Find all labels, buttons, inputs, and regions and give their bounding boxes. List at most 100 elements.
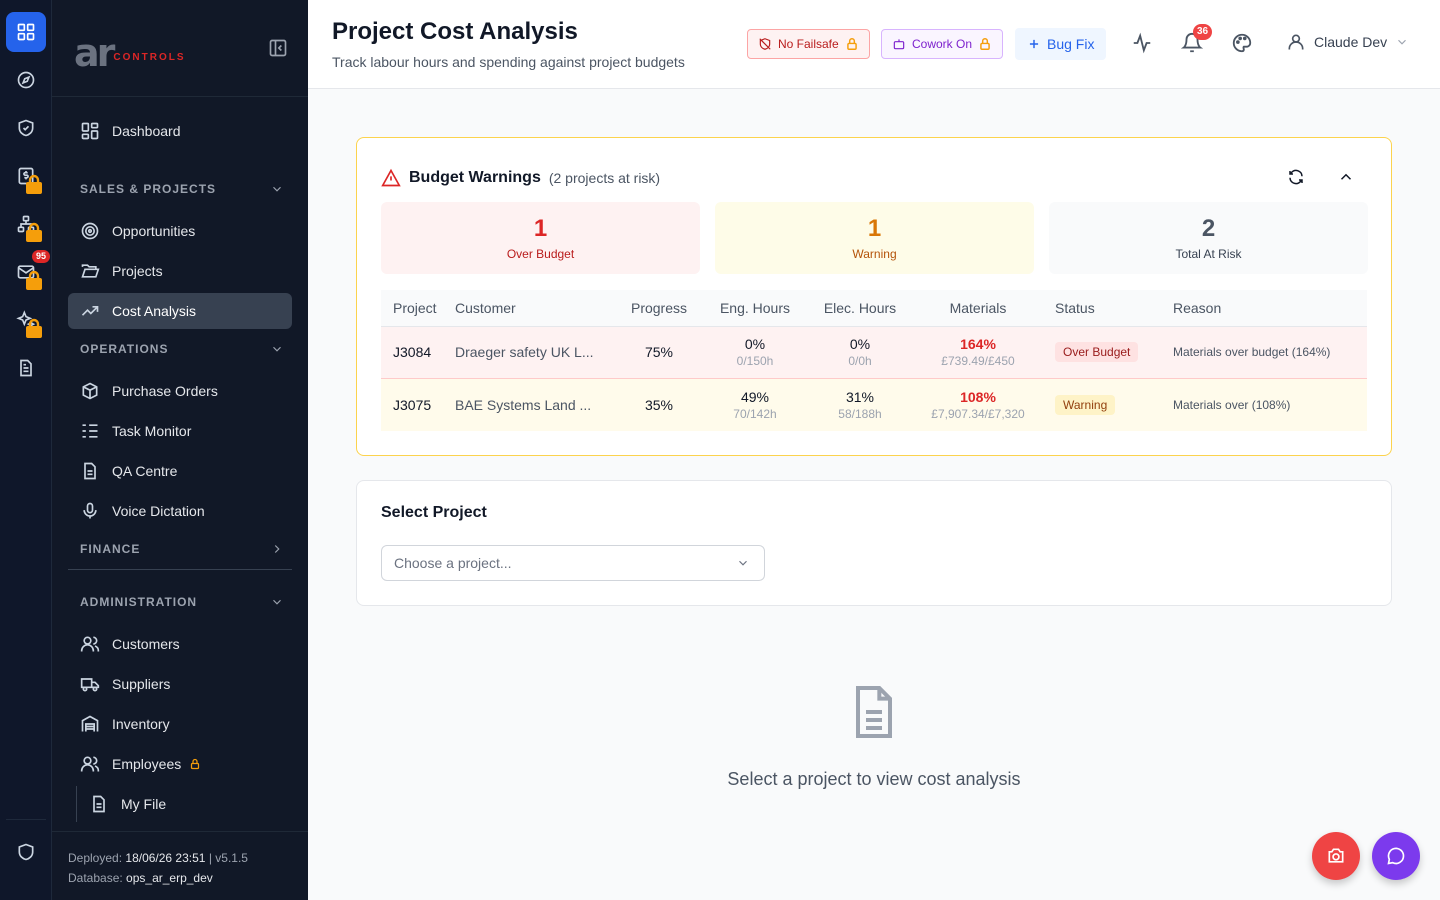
logo-letters: ar [74,31,115,75]
section-sales-projects[interactable]: SALES & PROJECTS [68,175,292,203]
stat-label: Total At Risk [1175,247,1242,261]
alert-triangle-icon [381,168,401,187]
sidebar-item-opportunities[interactable]: Opportunities [68,213,292,249]
select-project-card: Select Project Choose a project... [356,480,1392,606]
cell-eng-hours: 49% 70/142h [703,378,807,431]
sidebar-item-projects[interactable]: Projects [68,253,292,289]
budget-warnings-card: Budget Warnings (2 projects at risk) 1 O… [356,137,1392,456]
mail-icon[interactable]: 95 [6,250,50,292]
sidebar-item-voice-dictation[interactable]: Voice Dictation [68,493,292,529]
chevron-up-icon[interactable] [1337,168,1361,192]
cell-customer: Draeger safety UK L... [455,344,594,360]
project-select[interactable]: Choose a project... [381,545,765,581]
dollar-doc-icon[interactable] [6,156,46,196]
document-icon[interactable] [6,348,46,388]
shield-check-icon[interactable] [6,108,46,148]
activity-icon[interactable] [1131,32,1155,56]
section-administration[interactable]: ADMINISTRATION [68,588,292,616]
sidebar-item-inventory[interactable]: Inventory [68,706,292,742]
sidebar-item-cost-analysis[interactable]: Cost Analysis [68,293,292,329]
mat-pct: 108% [960,388,996,405]
notification-badge: 36 [1193,24,1213,40]
list-checks-icon [80,421,100,441]
cowork-label: Cowork On [912,37,973,51]
user-name: Claude Dev [1314,34,1388,50]
elec-sub: 0/0h [848,354,872,368]
table-header-row: Project Customer Progress Eng. Hours Ele… [381,290,1367,327]
sidebar-item-task-monitor[interactable]: Task Monitor [68,413,292,449]
sidebar-item-customers[interactable]: Customers [68,626,292,662]
message-circle-icon [1387,847,1405,865]
file-text-icon [856,686,892,738]
elec-sub: 58/188h [838,406,882,421]
sidebar-item-label: Projects [112,263,163,279]
microphone-icon [80,501,100,521]
grid-icon[interactable] [6,12,46,52]
budget-warnings-header: Budget Warnings (2 projects at risk) [381,168,660,188]
section-label: OPERATIONS [80,342,169,356]
status-badge: Over Budget [1055,342,1139,362]
sidebar-item-label: Task Monitor [112,423,192,439]
sidebar-item-label: Employees [112,756,182,772]
sidebar-item-suppliers[interactable]: Suppliers [68,666,292,702]
logo-subtext: CONTROLS [113,52,186,63]
col-project: Project [381,290,455,327]
no-failsafe-button[interactable]: No Failsafe [747,29,870,59]
folder-open-icon [80,261,100,281]
compass-icon[interactable] [6,60,46,100]
cowork-toggle[interactable]: Cowork On [881,29,1004,59]
chevron-right-icon [274,545,280,553]
sparkles-icon[interactable] [6,300,46,340]
deploy-info: Deployed: 18/06/26 23:51 | v5.1.5 Databa… [52,831,308,900]
sidebar-item-my-file[interactable]: My File [76,786,292,822]
table-row[interactable]: J3075 BAE Systems Land ... 35% 49% 70/142… [381,378,1367,431]
users-icon [80,634,100,654]
lock-icon [26,222,42,242]
sidebar-item-qa-centre[interactable]: QA Centre [68,453,292,489]
bug-fix-button[interactable]: Bug Fix [1015,28,1107,60]
bot-icon [893,39,905,50]
col-customer: Customer [455,290,615,327]
page-header: Project Cost Analysis Track labour hours… [308,0,1440,89]
refresh-icon[interactable] [1287,168,1311,192]
stat-value: 1 [533,215,548,242]
section-label: ADMINISTRATION [80,595,198,609]
chevron-down-icon [273,599,281,605]
palette-icon[interactable] [1231,32,1255,56]
sidebar: ar CONTROLS Dashboard SALES & PROJECTS O… [52,0,308,900]
screenshot-button[interactable] [1312,832,1360,880]
cell-reason: Materials over (108%) [1173,397,1291,412]
camera-icon [1328,848,1344,863]
sidebar-item-employees[interactable]: Employees [68,746,292,782]
cell-materials: 164% £739.49/£450 [913,326,1043,378]
sidebar-item-dashboard[interactable]: Dashboard [68,113,292,149]
chat-button[interactable] [1372,832,1420,880]
eng-sub: 70/142h [733,406,777,421]
file-text-icon [80,461,100,481]
eng-sub: 0/150h [736,354,774,368]
stat-value: 2 [1201,215,1216,242]
table-row[interactable]: J3084 Draeger safety UK L... 75% 0% 0/150… [381,326,1367,378]
cell-project: J3075 [393,396,432,413]
section-label: FINANCE [80,542,141,556]
empty-state: Select a project to view cost analysis [356,680,1392,790]
org-chart-icon[interactable] [6,204,46,244]
mat-sub: £739.49/£450 [941,354,1015,368]
sidebar-collapse-icon[interactable] [268,38,288,58]
logo: ar CONTROLS [74,31,186,75]
sidebar-item-label: Cost Analysis [112,303,197,319]
section-operations[interactable]: OPERATIONS [68,335,292,363]
stat-warning: 1 Warning [715,202,1034,274]
sidebar-item-label: Customers [112,636,180,652]
empty-state-text: Select a project to view cost analysis [727,769,1021,789]
rail-divider [6,819,46,820]
user-menu[interactable]: Claude Dev [1286,32,1409,52]
col-materials: Materials [913,290,1043,327]
deploy-line: Deployed: 18/06/26 23:51 | v5.1.5 [68,851,248,865]
shield-icon[interactable] [6,832,46,872]
bell-icon[interactable]: 36 [1180,24,1213,56]
chevron-down-icon [273,346,281,352]
sidebar-item-purchase-orders[interactable]: Purchase Orders [68,373,292,409]
section-finance[interactable]: FINANCE [68,535,292,563]
truck-icon [80,674,100,694]
